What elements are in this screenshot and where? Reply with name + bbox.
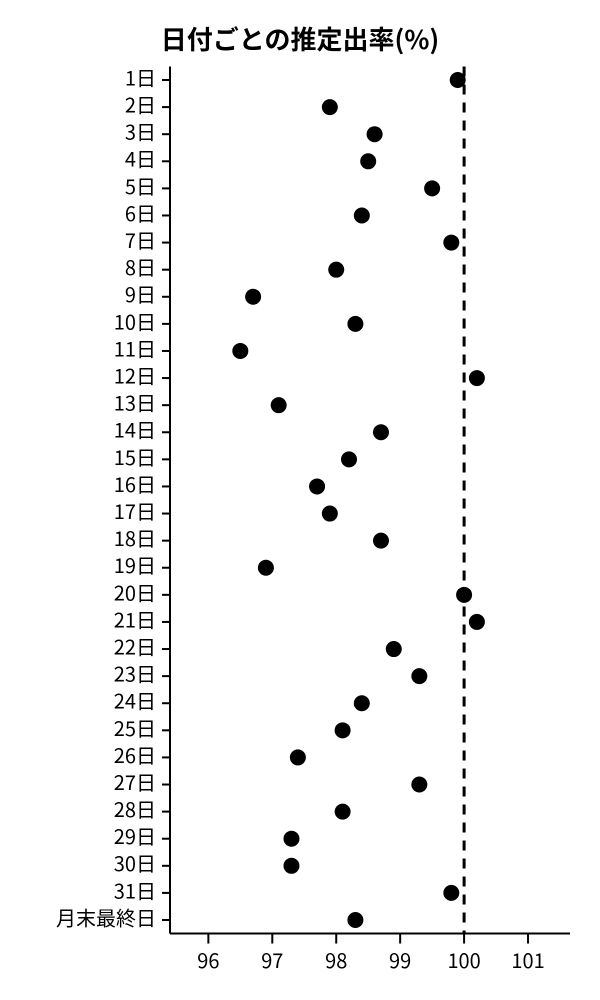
data-point	[232, 343, 248, 359]
y-tick-label: 25日	[114, 713, 156, 742]
data-point	[309, 478, 325, 494]
data-point	[411, 668, 427, 684]
data-point	[258, 560, 274, 576]
data-point	[347, 316, 363, 332]
data-point	[283, 858, 299, 874]
y-tick-label: 7日	[125, 225, 156, 254]
chart-svg: 1日2日3日4日5日6日7日8日9日10日11日12日13日14日15日16日1…	[0, 0, 600, 1000]
data-point	[283, 831, 299, 847]
y-tick-label: 19日	[114, 550, 156, 579]
y-tick-label: 16日	[114, 469, 156, 498]
data-point	[322, 506, 338, 522]
data-point	[373, 424, 389, 440]
y-tick-label: 20日	[114, 577, 156, 606]
y-tick-label: 12日	[114, 361, 156, 390]
data-point	[335, 722, 351, 738]
data-point	[469, 370, 485, 386]
y-tick-label: 8日	[125, 252, 156, 281]
x-tick-label: 98	[325, 945, 347, 974]
data-point	[328, 262, 344, 278]
y-tick-label: 30日	[114, 848, 156, 877]
data-point	[341, 451, 357, 467]
y-tick-label: 31日	[114, 875, 156, 904]
data-point	[450, 72, 466, 88]
data-point	[245, 289, 261, 305]
data-point	[290, 749, 306, 765]
data-point	[443, 885, 459, 901]
data-point	[367, 126, 383, 142]
data-point	[469, 614, 485, 630]
y-tick-label: 21日	[114, 604, 156, 633]
y-tick-label: 1日	[125, 62, 156, 91]
data-point	[322, 99, 338, 115]
data-point	[335, 804, 351, 820]
y-tick-label: 9日	[125, 279, 156, 308]
y-tick-label: 14日	[114, 415, 156, 444]
y-tick-label: 27日	[114, 767, 156, 796]
data-point	[443, 235, 459, 251]
data-point	[424, 180, 440, 196]
y-tick-label: 15日	[114, 442, 156, 471]
y-tick-label: 24日	[114, 686, 156, 715]
data-point	[354, 695, 370, 711]
chart-container: 日付ごとの推定出率(%) 1日2日3日4日5日6日7日8日9日10日11日12日…	[0, 0, 600, 1000]
y-tick-label: 22日	[114, 631, 156, 660]
data-point	[386, 641, 402, 657]
x-tick-label: 97	[261, 945, 283, 974]
data-point	[347, 912, 363, 928]
data-point	[271, 397, 287, 413]
y-tick-label: 18日	[114, 523, 156, 552]
data-point	[360, 153, 376, 169]
data-point	[373, 533, 389, 549]
y-tick-label: 11日	[114, 333, 156, 362]
data-point	[411, 777, 427, 793]
data-point	[354, 207, 370, 223]
y-tick-label: 4日	[125, 144, 156, 173]
y-tick-label: 29日	[114, 821, 156, 850]
y-tick-label: 6日	[125, 198, 156, 227]
y-tick-label: 10日	[114, 306, 156, 335]
y-tick-label: 26日	[114, 740, 156, 769]
y-tick-label: 17日	[114, 496, 156, 525]
y-tick-label: 月末最終日	[56, 902, 156, 931]
x-tick-label: 99	[389, 945, 411, 974]
x-tick-label: 100	[447, 945, 480, 974]
y-tick-label: 23日	[114, 659, 156, 688]
y-tick-label: 13日	[114, 388, 156, 417]
x-tick-label: 101	[511, 945, 544, 974]
y-tick-label: 2日	[125, 90, 156, 119]
y-tick-label: 28日	[114, 794, 156, 823]
y-tick-label: 3日	[125, 117, 156, 146]
x-tick-label: 96	[197, 945, 219, 974]
y-tick-label: 5日	[125, 171, 156, 200]
data-point	[456, 587, 472, 603]
